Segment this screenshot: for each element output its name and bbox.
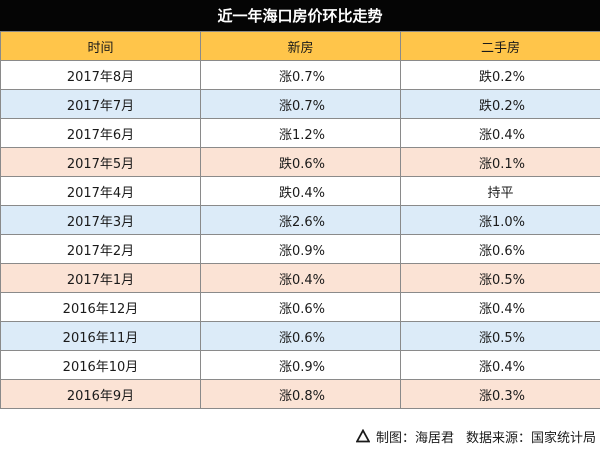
price-table: 时间 新房 二手房 2017年8月 涨0.7% 跌0.2% 2017年7月 涨0.7% 跌…: [0, 31, 600, 409]
cell-second-hand: 涨0.5%: [400, 321, 600, 351]
cell-new-house: 涨0.6%: [200, 292, 401, 322]
table-row: 2017年1月 涨0.4% 涨0.5%: [0, 263, 600, 293]
table-row: 2016年11月 涨0.6% 涨0.5%: [0, 321, 600, 351]
cell-time: 2016年11月: [0, 321, 201, 351]
table-row: 2016年10月 涨0.9% 涨0.4%: [0, 350, 600, 380]
cell-second-hand: 跌0.2%: [400, 60, 600, 90]
header-second-hand: 二手房: [400, 31, 600, 61]
cell-new-house: 涨0.6%: [200, 321, 401, 351]
cell-new-house: 跌0.6%: [200, 147, 401, 177]
cell-time: 2017年8月: [0, 60, 201, 90]
cell-second-hand: 涨0.5%: [400, 263, 600, 293]
cell-second-hand: 跌0.2%: [400, 89, 600, 119]
cell-time: 2017年2月: [0, 234, 201, 264]
cell-second-hand: 涨0.4%: [400, 292, 600, 322]
cell-second-hand: 涨1.0%: [400, 205, 600, 235]
footer-source: 数据来源：国家统计局: [465, 430, 596, 446]
cell-new-house: 涨0.4%: [200, 263, 401, 293]
table-title: 近一年海口房价环比走势: [0, 0, 600, 31]
cell-time: 2016年9月: [0, 379, 201, 409]
table-row: 2017年7月 涨0.7% 跌0.2%: [0, 89, 600, 119]
cell-new-house: 涨0.7%: [200, 89, 401, 119]
cell-new-house: 涨0.9%: [200, 234, 401, 264]
cell-time: 2016年10月: [0, 350, 201, 380]
cell-second-hand: 涨0.6%: [400, 234, 600, 264]
table-body: 2017年8月 涨0.7% 跌0.2% 2017年7月 涨0.7% 跌0.2% 2017年6…: [0, 60, 600, 409]
table-row: 2017年4月 跌0.4% 持平: [0, 176, 600, 206]
table-row: 2017年8月 涨0.7% 跌0.2%: [0, 60, 600, 90]
table-row: 2017年6月 涨1.2% 涨0.4%: [0, 118, 600, 148]
cell-time: 2017年7月: [0, 89, 201, 119]
footer: 制图：海居君 数据来源：国家统计局: [355, 424, 596, 448]
cell-time: 2017年4月: [0, 176, 201, 206]
cell-new-house: 涨0.9%: [200, 350, 401, 380]
cell-new-house: 涨0.8%: [200, 379, 401, 409]
title-text: 近一年海口房价环比走势: [217, 7, 383, 25]
cell-time: 2017年3月: [0, 205, 201, 235]
cell-second-hand: 持平: [400, 176, 600, 206]
cell-time: 2017年1月: [0, 263, 201, 293]
table-row: 2017年5月 跌0.6% 涨0.1%: [0, 147, 600, 177]
table-row: 2016年12月 涨0.6% 涨0.4%: [0, 292, 600, 322]
triangle-icon: [355, 429, 370, 443]
cell-second-hand: 涨0.4%: [400, 350, 600, 380]
cell-new-house: 涨2.6%: [200, 205, 401, 235]
cell-new-house: 涨1.2%: [200, 118, 401, 148]
header-row: 时间 新房 二手房: [0, 31, 600, 61]
cell-time: 2017年6月: [0, 118, 201, 148]
cell-new-house: 涨0.7%: [200, 60, 401, 90]
cell-second-hand: 涨0.4%: [400, 118, 600, 148]
cell-time: 2016年12月: [0, 292, 201, 322]
table-row: 2017年2月 涨0.9% 涨0.6%: [0, 234, 600, 264]
cell-second-hand: 涨0.3%: [400, 379, 600, 409]
cell-time: 2017年5月: [0, 147, 201, 177]
header-new-house: 新房: [200, 31, 401, 61]
footer-maker: 制图：海居君: [375, 430, 454, 446]
table-row: 2017年3月 涨2.6% 涨1.0%: [0, 205, 600, 235]
cell-second-hand: 涨0.1%: [400, 147, 600, 177]
header-time: 时间: [0, 31, 201, 61]
table-row: 2016年9月 涨0.8% 涨0.3%: [0, 379, 600, 409]
cell-new-house: 跌0.4%: [200, 176, 401, 206]
